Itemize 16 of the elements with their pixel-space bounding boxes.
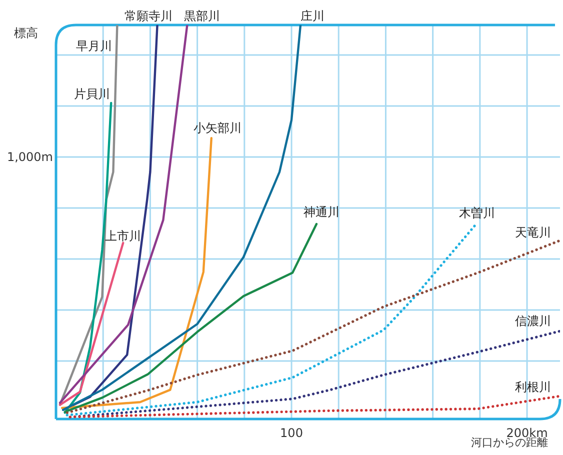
series-label: 神通川 <box>303 204 340 219</box>
series-label: 小矢部川 <box>193 121 242 136</box>
x-axis-title: 河口からの距離 <box>471 436 548 449</box>
series-label: 常願寺川 <box>124 9 172 23</box>
y-axis-title: 標高 <box>14 26 38 40</box>
series-label: 天竜川 <box>515 226 551 240</box>
series-label: 利根川 <box>515 380 551 394</box>
text: 1,000m <box>6 150 53 164</box>
series-label: 片貝川 <box>74 87 110 102</box>
series-label: 庄川 <box>300 9 324 23</box>
series-label: 上市川 <box>105 228 142 243</box>
series-label: 黒部川 <box>184 9 220 23</box>
x-tick-label: 100 <box>280 426 303 440</box>
series-label: 木曽川 <box>458 206 495 220</box>
series-label: 信濃川 <box>515 314 551 328</box>
series-label: 早月川 <box>76 39 112 53</box>
